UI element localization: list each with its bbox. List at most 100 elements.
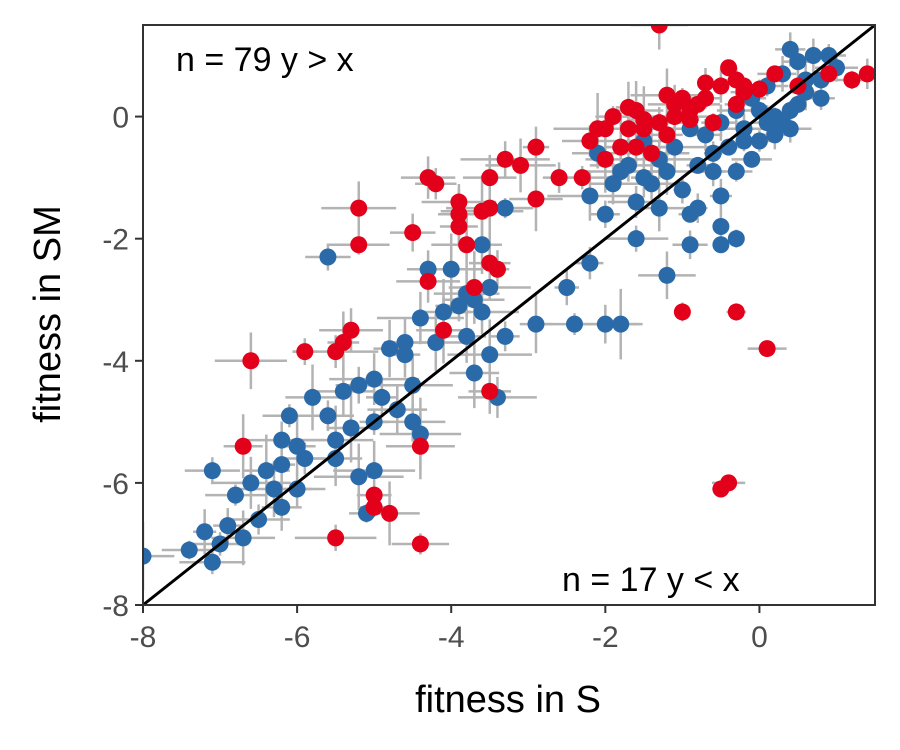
- point-below-line: [496, 327, 514, 345]
- point-below-line: [234, 529, 252, 547]
- point-below-line: [812, 89, 830, 107]
- point-below-line: [465, 364, 483, 382]
- point-above-line: [350, 236, 368, 254]
- point-above-line: [689, 95, 707, 113]
- point-above-line: [843, 71, 861, 89]
- point-below-line: [226, 486, 244, 504]
- point-above-line: [581, 132, 599, 150]
- point-below-line: [273, 498, 291, 516]
- point-above-line: [596, 150, 614, 168]
- point-above-line: [512, 156, 530, 174]
- point-below-line: [242, 474, 260, 492]
- point-above-line: [696, 74, 714, 92]
- point-above-line: [488, 260, 506, 278]
- point-below-line: [435, 303, 453, 321]
- point-above-line: [381, 504, 399, 522]
- point-below-line: [666, 138, 684, 156]
- point-below-line: [296, 449, 314, 467]
- point-below-line: [373, 388, 391, 406]
- point-above-line: [527, 190, 545, 208]
- point-above-line: [411, 437, 429, 455]
- point-below-line: [658, 266, 676, 284]
- point-below-line: [334, 382, 352, 400]
- point-below-line: [203, 462, 221, 480]
- point-below-line: [789, 95, 807, 113]
- point-below-line: [643, 175, 661, 193]
- point-below-line: [257, 462, 275, 480]
- point-above-line: [427, 175, 445, 193]
- point-below-line: [273, 456, 291, 474]
- point-below-line: [419, 260, 437, 278]
- point-below-line: [450, 297, 468, 315]
- point-above-line: [650, 25, 668, 34]
- point-below-line: [558, 279, 576, 297]
- point-below-line: [196, 523, 214, 541]
- y-tick-label: -6: [102, 468, 129, 501]
- point-below-line: [143, 547, 152, 565]
- point-above-line: [234, 437, 252, 455]
- point-above-line: [450, 205, 468, 223]
- point-below-line: [319, 407, 337, 425]
- identity-line: [142, 23, 876, 607]
- point-below-line: [766, 126, 784, 144]
- point-above-line: [681, 111, 699, 129]
- point-above-line: [365, 498, 383, 516]
- point-above-line: [666, 108, 684, 126]
- point-above-line: [342, 321, 360, 339]
- point-below-line: [627, 193, 645, 211]
- point-below-line: [288, 437, 306, 455]
- point-below-line: [350, 468, 368, 486]
- point-above-line: [612, 138, 630, 156]
- point-above-line: [496, 150, 514, 168]
- point-above-line: [596, 120, 614, 138]
- point-above-line: [727, 303, 745, 321]
- point-above-line: [858, 65, 875, 83]
- x-axis-title: fitness in S: [415, 679, 601, 721]
- point-below-line: [727, 230, 745, 248]
- point-above-line: [419, 272, 437, 290]
- point-above-line: [573, 169, 591, 187]
- point-above-line: [481, 382, 499, 400]
- point-below-line: [712, 217, 730, 235]
- point-above-line: [619, 98, 637, 116]
- point-below-line: [219, 517, 237, 535]
- data-points: [143, 25, 875, 571]
- point-below-line: [319, 248, 337, 266]
- point-below-line: [673, 181, 691, 199]
- point-above-line: [766, 65, 784, 83]
- point-below-line: [327, 431, 345, 449]
- point-above-line: [404, 224, 422, 242]
- point-below-line: [442, 260, 460, 278]
- point-below-line: [280, 407, 298, 425]
- point-below-line: [350, 376, 368, 394]
- point-above-line: [619, 120, 637, 138]
- point-below-line: [565, 315, 583, 333]
- point-below-line: [604, 175, 622, 193]
- point-above-line: [750, 80, 768, 98]
- point-above-line: [643, 144, 661, 162]
- y-tick-label: 0: [112, 102, 129, 135]
- point-below-line: [766, 108, 784, 126]
- point-above-line: [820, 65, 838, 83]
- x-axis: -8 -6 -4 -2 0: [130, 605, 768, 654]
- point-below-line: [396, 346, 414, 364]
- point-below-line: [342, 419, 360, 437]
- point-above-line: [658, 126, 676, 144]
- point-above-line: [365, 486, 383, 504]
- x-tick-label: -8: [130, 621, 157, 654]
- point-below-line: [203, 553, 221, 571]
- point-above-line: [704, 114, 722, 132]
- point-below-line: [365, 370, 383, 388]
- point-below-line: [304, 388, 322, 406]
- point-above-line: [450, 217, 468, 235]
- point-below-line: [804, 47, 822, 65]
- point-above-line: [650, 114, 668, 132]
- point-above-line: [242, 352, 260, 370]
- x-tick-label: 0: [751, 621, 768, 654]
- point-below-line: [704, 163, 722, 181]
- point-above-line: [296, 343, 314, 361]
- point-above-line: [666, 95, 684, 113]
- point-below-line: [781, 40, 799, 58]
- point-above-line: [720, 59, 738, 77]
- point-above-line: [627, 138, 645, 156]
